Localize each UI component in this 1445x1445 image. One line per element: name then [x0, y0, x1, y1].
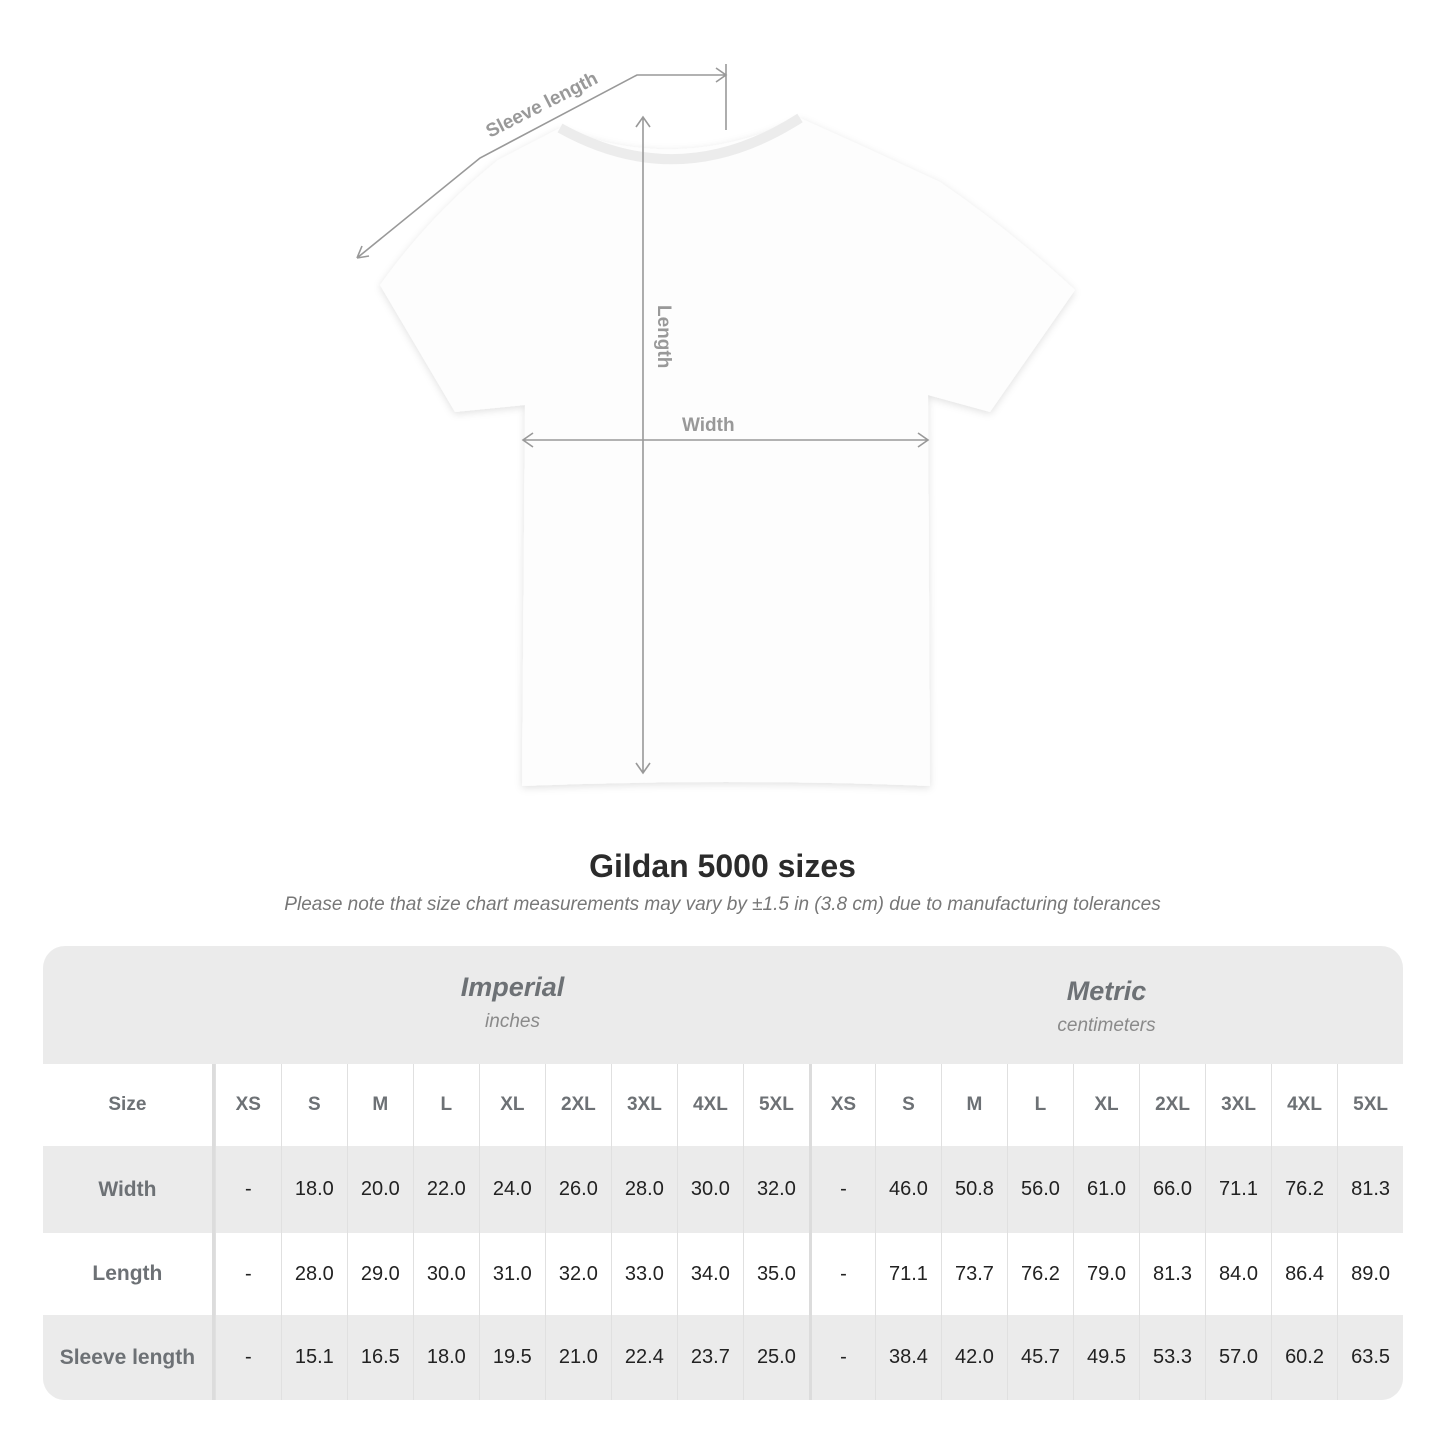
- size-header-cell: L: [412, 1064, 479, 1146]
- value-cell: 81.3: [1337, 1146, 1403, 1233]
- value-cell: 15.1: [280, 1315, 347, 1400]
- row-label: Sleeve length: [43, 1315, 215, 1400]
- row-label: Size: [43, 1064, 215, 1146]
- table-row: Sleeve length -15.1 16.5 18.0 19.5 21.0 22.4 23…: [43, 1315, 1403, 1400]
- sleeve-length-label: Sleeve length: [483, 68, 602, 142]
- value-cell: 20.0: [346, 1146, 413, 1233]
- value-cell: -: [808, 1146, 875, 1233]
- size-header-cell: 4XL: [1271, 1064, 1337, 1146]
- value-cell: 30.0: [412, 1233, 479, 1315]
- sleeve-line: [356, 64, 728, 259]
- value-cell: 34.0: [676, 1233, 743, 1315]
- value-cell: 38.4: [874, 1315, 941, 1400]
- value-cell: 19.5: [478, 1315, 545, 1400]
- value-cell: 45.7: [1006, 1315, 1073, 1400]
- chart-title: Gildan 5000 sizes: [589, 848, 856, 884]
- value-cell: -: [808, 1315, 875, 1400]
- value-cell: 42.0: [940, 1315, 1007, 1400]
- value-cell: 49.5: [1072, 1315, 1139, 1400]
- value-cell: 57.0: [1205, 1315, 1271, 1400]
- value-cell: 71.1: [874, 1233, 941, 1315]
- imperial-title: Imperial: [460, 972, 565, 1002]
- imperial-unit: inches: [485, 1011, 540, 1032]
- length-line: [635, 115, 651, 775]
- value-cell: 46.0: [874, 1146, 941, 1233]
- value-cell: 89.0: [1337, 1233, 1403, 1315]
- tolerance-note: Please note that size chart measurements…: [284, 894, 1161, 915]
- value-cell: 28.0: [280, 1233, 347, 1315]
- value-cell: 18.0: [412, 1315, 479, 1400]
- tshirt-image: [380, 118, 1075, 786]
- metric-title: Metric: [1066, 976, 1147, 1006]
- size-header-cell: M: [940, 1064, 1007, 1146]
- value-cell: 53.3: [1139, 1315, 1205, 1400]
- value-cell: 16.5: [346, 1315, 413, 1400]
- value-cell: 76.2: [1006, 1233, 1073, 1315]
- row-label: Width: [43, 1146, 215, 1233]
- value-cell: -: [214, 1315, 281, 1400]
- value-cell: 24.0: [478, 1146, 545, 1233]
- value-cell: 71.1: [1205, 1146, 1271, 1233]
- value-cell: 63.5: [1337, 1315, 1403, 1400]
- metric-unit: centimeters: [1057, 1015, 1156, 1036]
- size-header-cell: 3XL: [610, 1064, 677, 1146]
- width-label: Width: [682, 415, 735, 436]
- value-cell: 32.0: [544, 1233, 611, 1315]
- row-label: Length: [43, 1233, 215, 1315]
- value-cell: 29.0: [346, 1233, 413, 1315]
- value-cell: -: [214, 1233, 281, 1315]
- size-header-cell: XL: [1072, 1064, 1139, 1146]
- size-header-cell: S: [874, 1064, 941, 1146]
- size-header-cell: XL: [478, 1064, 545, 1146]
- size-header-cell: S: [280, 1064, 347, 1146]
- value-cell: 32.0: [742, 1146, 809, 1233]
- size-table: Imperial inches Metric centimeters Size X…: [43, 946, 1403, 1400]
- table-row: Width -18.0 20.0 22.0 24.0 26.0 28.0 30.0 32.0-4…: [43, 1146, 1403, 1233]
- value-cell: 22.0: [412, 1146, 479, 1233]
- value-cell: 25.0: [742, 1315, 809, 1400]
- metric-header: Metric centimeters: [810, 946, 1403, 1064]
- tshirt-diagram: Sleeve length Length Width: [356, 64, 1075, 786]
- size-header-cell: 5XL: [1337, 1064, 1403, 1146]
- value-cell: 28.0: [610, 1146, 677, 1233]
- value-cell: 35.0: [742, 1233, 809, 1315]
- size-header-row: Size XS S M L XL 2XL 3XL 4XL 5XL XS S M L XL 2XL 3XL 4XL 5…: [43, 1064, 1403, 1146]
- table-row: Length -28.0 29.0 30.0 31.0 32.0 33.0 34.0 35.0-…: [43, 1233, 1403, 1315]
- size-header-cell: 4XL: [676, 1064, 743, 1146]
- value-cell: 84.0: [1205, 1233, 1271, 1315]
- size-header-cell: XS: [808, 1064, 875, 1146]
- width-line: [521, 432, 930, 448]
- size-header-cell: 2XL: [544, 1064, 611, 1146]
- value-cell: 33.0: [610, 1233, 677, 1315]
- value-cell: 23.7: [676, 1315, 743, 1400]
- value-cell: 30.0: [676, 1146, 743, 1233]
- value-cell: 31.0: [478, 1233, 545, 1315]
- value-cell: 60.2: [1271, 1315, 1337, 1400]
- value-cell: 61.0: [1072, 1146, 1139, 1233]
- value-cell: 26.0: [544, 1146, 611, 1233]
- value-cell: 21.0: [544, 1315, 611, 1400]
- value-cell: 79.0: [1072, 1233, 1139, 1315]
- imperial-header: Imperial inches: [215, 946, 810, 1064]
- size-header-cell: 2XL: [1139, 1064, 1205, 1146]
- value-cell: 73.7: [940, 1233, 1007, 1315]
- value-cell: 18.0: [280, 1146, 347, 1233]
- size-header-cell: L: [1006, 1064, 1073, 1146]
- value-cell: -: [808, 1233, 875, 1315]
- size-header-cell: XS: [214, 1064, 281, 1146]
- size-header-cell: 3XL: [1205, 1064, 1271, 1146]
- size-header-cell: 5XL: [742, 1064, 809, 1146]
- value-cell: 50.8: [940, 1146, 1007, 1233]
- value-cell: 86.4: [1271, 1233, 1337, 1315]
- value-cell: -: [214, 1146, 281, 1233]
- size-header-cell: M: [346, 1064, 413, 1146]
- length-label: Length: [653, 305, 674, 368]
- value-cell: 22.4: [610, 1315, 677, 1400]
- value-cell: 66.0: [1139, 1146, 1205, 1233]
- value-cell: 76.2: [1271, 1146, 1337, 1233]
- value-cell: 81.3: [1139, 1233, 1205, 1315]
- value-cell: 56.0: [1006, 1146, 1073, 1233]
